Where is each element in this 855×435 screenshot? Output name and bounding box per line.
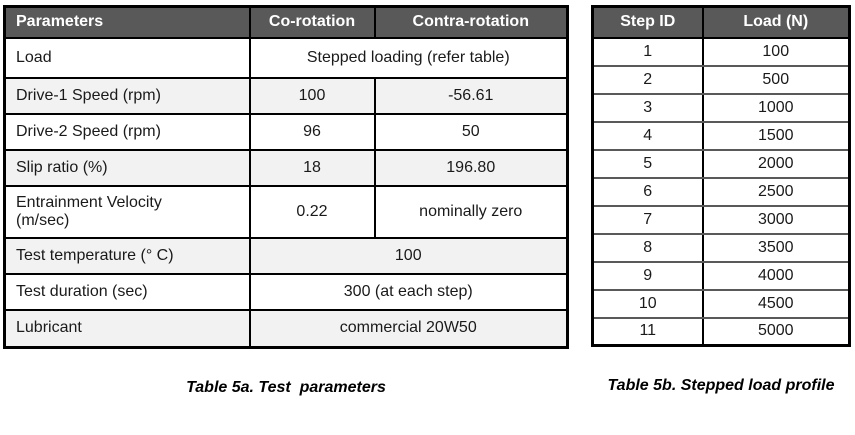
step-id-cell: 7 (591, 204, 704, 235)
param-value-co: 100 (248, 76, 376, 115)
param-value-span: 300 (at each step) (248, 272, 569, 311)
param-value-contra: nominally zero (373, 184, 569, 239)
table-row-lubricant: Lubricant commercial 20W50 (3, 308, 569, 349)
param-label: Load (3, 36, 251, 79)
load-cell: 2000 (701, 148, 851, 179)
table-row-entrainment-velocity: Entrainment Velocity (m/sec) 0.22 nomina… (3, 184, 569, 239)
param-value-contra: 50 (373, 112, 569, 151)
table-row: 6 2500 (591, 176, 851, 207)
table-row: 7 3000 (591, 204, 851, 235)
load-cell: 4500 (701, 288, 851, 319)
col-header-parameters: Parameters (3, 5, 251, 39)
load-cell: 3000 (701, 204, 851, 235)
param-value-co: 0.22 (248, 184, 376, 239)
step-id-cell: 9 (591, 260, 704, 291)
table-b-header-row: Step ID Load (N) (591, 5, 851, 39)
page: Parameters Co-rotation Contra-rotation L… (3, 5, 851, 397)
load-cell: 100 (701, 36, 851, 67)
param-label: Slip ratio (%) (3, 148, 251, 187)
param-value-co: 96 (248, 112, 376, 151)
table-row-drive2-speed: Drive-2 Speed (rpm) 96 50 (3, 112, 569, 151)
step-id-cell: 5 (591, 148, 704, 179)
param-label: Test temperature (° C) (3, 236, 251, 275)
stepped-load-table: Step ID Load (N) 1 100 2 500 3 1000 (591, 5, 851, 347)
step-id-cell: 6 (591, 176, 704, 207)
step-id-cell: 1 (591, 36, 704, 67)
param-label: Entrainment Velocity (m/sec) (3, 184, 251, 239)
col-header-step-id: Step ID (591, 5, 704, 39)
table-a-caption: Table 5a. Test parameters (186, 379, 386, 396)
load-cell: 1000 (701, 92, 851, 123)
param-value-span: Stepped loading (refer table) (248, 36, 569, 79)
load-cell: 500 (701, 64, 851, 95)
table-row: 11 5000 (591, 316, 851, 347)
table-row: 3 1000 (591, 92, 851, 123)
step-id-cell: 8 (591, 232, 704, 263)
param-value-span: commercial 20W50 (248, 308, 569, 349)
param-label: Drive-2 Speed (rpm) (3, 112, 251, 151)
load-cell: 4000 (701, 260, 851, 291)
load-cell: 3500 (701, 232, 851, 263)
step-id-cell: 3 (591, 92, 704, 123)
param-value-span: 100 (248, 236, 569, 275)
step-id-cell: 11 (591, 316, 704, 347)
param-label: Drive-1 Speed (rpm) (3, 76, 251, 115)
param-value-contra: 196.80 (373, 148, 569, 187)
table-row-slip-ratio: Slip ratio (%) 18 196.80 (3, 148, 569, 187)
table-b-section: Step ID Load (N) 1 100 2 500 3 1000 (591, 5, 851, 395)
col-header-co-rotation: Co-rotation (248, 5, 376, 39)
col-header-contra-rotation: Contra-rotation (373, 5, 569, 39)
table-row: 2 500 (591, 64, 851, 95)
param-value-co: 18 (248, 148, 376, 187)
load-cell: 2500 (701, 176, 851, 207)
step-id-cell: 4 (591, 120, 704, 151)
table-row: 9 4000 (591, 260, 851, 291)
table-row: 1 100 (591, 36, 851, 67)
table-row-test-duration: Test duration (sec) 300 (at each step) (3, 272, 569, 311)
load-cell: 1500 (701, 120, 851, 151)
param-label: Lubricant (3, 308, 251, 349)
table-b-caption: Table 5b. Stepped load profile (607, 377, 835, 394)
step-id-cell: 2 (591, 64, 704, 95)
table-row-test-temperature: Test temperature (° C) 100 (3, 236, 569, 275)
table-row-load: Load Stepped loading (refer table) (3, 36, 569, 79)
table-row-drive1-speed: Drive-1 Speed (rpm) 100 -56.61 (3, 76, 569, 115)
table-row: 4 1500 (591, 120, 851, 151)
col-header-load-n: Load (N) (701, 5, 851, 39)
table-row: 8 3500 (591, 232, 851, 263)
table-row: 5 2000 (591, 148, 851, 179)
table-row: 10 4500 (591, 288, 851, 319)
param-value-contra: -56.61 (373, 76, 569, 115)
load-cell: 5000 (701, 316, 851, 347)
table-a-section: Parameters Co-rotation Contra-rotation L… (3, 5, 569, 397)
test-parameters-table: Parameters Co-rotation Contra-rotation L… (3, 5, 569, 349)
param-label: Test duration (sec) (3, 272, 251, 311)
table-a-header-row: Parameters Co-rotation Contra-rotation (3, 5, 569, 39)
step-id-cell: 10 (591, 288, 704, 319)
